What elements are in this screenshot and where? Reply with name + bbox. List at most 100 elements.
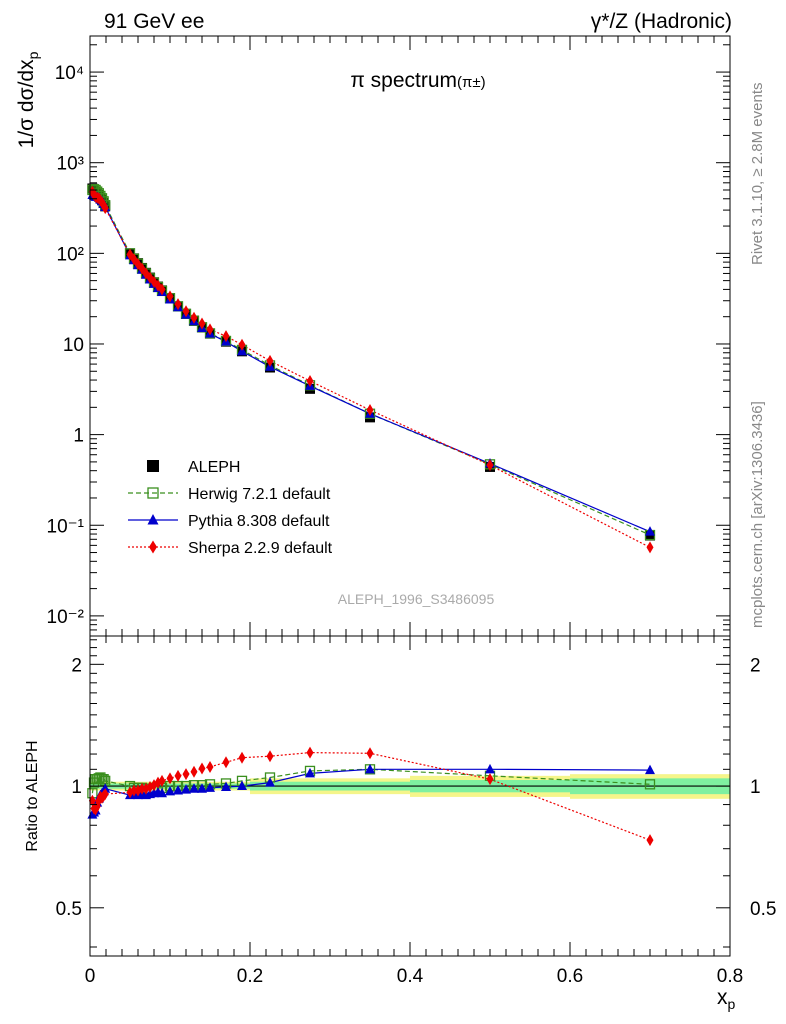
- ratio-sherpa-point: [158, 774, 166, 787]
- ratio-y-tick-label-right: 0.5: [750, 899, 776, 920]
- ratio-sherpa-point: [646, 834, 654, 847]
- legend-aleph-marker: [147, 460, 159, 472]
- ratio-y-tick-label-left: 2: [71, 655, 82, 676]
- x-axis-label: xp: [717, 986, 736, 1012]
- ratio-sherpa-point: [238, 751, 246, 764]
- ratio-y-tick-label-left: 1: [71, 777, 82, 798]
- main-panel: 10⁻² 10⁻¹ 1 10 10² 10³ 10⁴ 1/σ dσ/dxp π spectr…: [15, 35, 731, 637]
- legend-aleph-label: ALEPH: [188, 459, 240, 476]
- ratio-sherpa-point: [182, 768, 190, 781]
- ratio-sherpa-point: [198, 762, 206, 775]
- header-energy-label: 91 GeV ee: [104, 10, 204, 33]
- main-series-markers: [87, 183, 656, 554]
- header-process-label: γ*/Z (Hadronic): [591, 10, 732, 33]
- sherpa-point: [198, 317, 206, 330]
- main-x-ticks: [89, 36, 731, 636]
- ratio-sherpa-point: [366, 747, 374, 760]
- x-tick-label: 0.6: [557, 966, 583, 987]
- ratio-sherpa-point: [174, 769, 182, 782]
- ratio-series-markers: [87, 746, 656, 847]
- legend-pythia-marker: [147, 514, 159, 525]
- y-tick-label: 10³: [57, 154, 84, 175]
- sherpa-line: [91, 191, 651, 548]
- analysis-id-label: ALEPH_1996_S3486095: [338, 591, 495, 607]
- ratio-sherpa-point: [166, 772, 174, 785]
- sherpa-point: [486, 459, 494, 472]
- ratio-pythia-point: [173, 785, 183, 795]
- ratio-pythia-point: [181, 784, 191, 794]
- ratio-y-tick-label-right: 1: [750, 777, 761, 798]
- ratio-pythia-point: [265, 777, 275, 787]
- ratio-sherpa-point: [138, 782, 146, 795]
- legend-sherpa-marker: [149, 540, 157, 554]
- sherpa-point: [306, 375, 314, 388]
- x-tick-label: 0.4: [397, 966, 424, 987]
- ratio-pythia-point: [645, 764, 655, 775]
- ratio-sherpa-point: [101, 788, 109, 801]
- sherpa-point: [366, 403, 374, 416]
- ratio-pythia-point: [197, 783, 207, 793]
- ratio-pythia-point: [165, 785, 175, 796]
- ratio-y-axis-label: Ratio to ALEPH: [24, 740, 41, 851]
- legend-herwig-label: Herwig 7.2.1 default: [188, 486, 331, 503]
- x-tick-label: 0: [85, 966, 96, 987]
- ratio-pythia-point: [205, 782, 215, 792]
- ratio-pythia-point: [221, 781, 231, 791]
- main-panel-frame: [89, 35, 731, 637]
- ratio-herwig-point: [98, 774, 109, 785]
- sherpa-point: [646, 541, 654, 554]
- ratio-sherpa-point: [306, 746, 314, 759]
- ratio-sherpa-point: [206, 760, 214, 773]
- x-tick-label: 0.8: [717, 966, 743, 987]
- ratio-sherpa-point: [190, 765, 198, 778]
- main-y-axis-label: 1/σ dσ/dxp: [15, 51, 41, 148]
- y-tick-label: 10: [63, 335, 84, 356]
- ratio-pythia-point: [365, 763, 375, 774]
- sherpa-point: [266, 354, 274, 367]
- ratio-pythia-point: [157, 787, 167, 798]
- main-series-lines: [91, 188, 651, 548]
- ratio-pythia-point: [485, 763, 495, 774]
- sherpa-point: [238, 338, 246, 351]
- ratio-herwig-point: [644, 779, 656, 790]
- ratio-y-tick-label-left: 0.5: [56, 899, 82, 920]
- y-tick-label: 10⁻²: [47, 607, 85, 628]
- sherpa-point: [166, 290, 174, 303]
- ratio-y-tick-label-right: 2: [750, 655, 761, 676]
- y-tick-label: 10⁻¹: [47, 516, 85, 537]
- ratio-pythia-point: [305, 767, 315, 778]
- sherpa-point: [206, 323, 214, 336]
- y-tick-label: 1: [73, 426, 84, 447]
- ratio-sherpa-point: [222, 756, 230, 769]
- sherpa-point: [101, 202, 109, 215]
- y-tick-label: 10⁴: [55, 63, 84, 84]
- y-tick-label: 10²: [57, 244, 84, 265]
- legend-sherpa-label: Sherpa 2.2.9 default: [188, 540, 333, 557]
- x-tick-label: 0.2: [237, 966, 263, 987]
- ratio-sherpa-point: [266, 750, 274, 763]
- ratio-sherpa-point: [130, 784, 138, 797]
- legend-pythia-label: Pythia 8.308 default: [188, 513, 330, 530]
- sherpa-point: [222, 330, 230, 343]
- mcplots-reference-label: mcplots.cern.ch [arXiv:1306.3436]: [749, 401, 766, 628]
- sherpa-point: [158, 283, 166, 296]
- rivet-version-label: Rivet 3.1.10, ≥ 2.8M events: [749, 83, 766, 266]
- pythia-line: [92, 194, 651, 533]
- sherpa-point: [182, 305, 190, 318]
- ratio-y-axis: 0.5 0.5 1 1 2 2: [56, 639, 776, 948]
- ratio-panel: 0.5 0.51 12 2 0 0.2 0.4 0.6 0.8 Ratio to ALEPH …: [24, 635, 776, 1012]
- ratio-x-axis: 0 0.2 0.4 0.6 0.8: [85, 636, 743, 987]
- ratio-pythia-point: [237, 780, 247, 791]
- legend: ALEPH Herwig 7.2.1 default Pythia 8.308 de…: [128, 459, 333, 557]
- ratio-pythia-point: [100, 783, 111, 793]
- sherpa-point: [190, 311, 198, 324]
- chart-title: π spectrum(π±): [350, 69, 485, 92]
- sherpa-point: [174, 298, 182, 311]
- legend-herwig-marker: [147, 487, 159, 499]
- main-y-axis: 10⁻² 10⁻¹ 1 10 10² 10³ 10⁴: [47, 44, 730, 637]
- ratio-pythia-point: [189, 783, 199, 793]
- ratio-sherpa-point: [486, 773, 494, 786]
- pythia-point: [645, 526, 655, 536]
- herwig-line: [92, 188, 651, 536]
